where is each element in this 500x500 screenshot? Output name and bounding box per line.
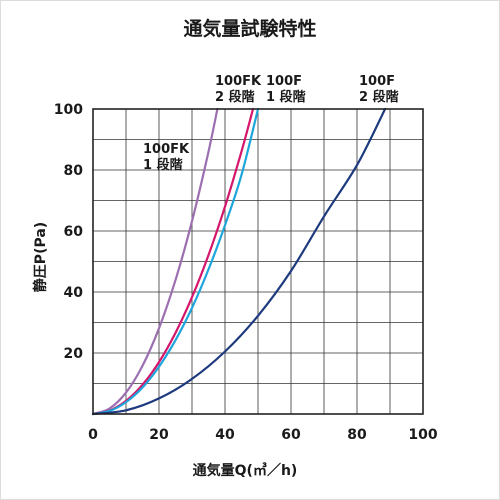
series-line-3 <box>91 107 260 416</box>
chart-title: 通気量試験特性 <box>183 17 316 40</box>
annotation-100f-2-line1: 100F <box>359 74 395 89</box>
x-tick-label: 100 <box>408 427 437 443</box>
annotation-100fk-1-line1: 100FK <box>143 142 190 157</box>
annotation-100f-1: 100F 1 段階 <box>266 74 306 105</box>
annotation-100fk-2-line2: 2 段階 <box>215 89 255 105</box>
x-tick-label: 40 <box>215 427 235 443</box>
y-tick-label: 100 <box>54 102 83 118</box>
plot-border <box>92 108 424 415</box>
series-line-1 <box>91 107 219 416</box>
x-tick-label: 20 <box>149 427 169 443</box>
annotation-100fk-2-line1: 100FK <box>215 74 262 89</box>
y-tick-label: 40 <box>64 285 84 301</box>
x-tick-label: 0 <box>88 427 98 443</box>
annotation-100fk-2: 100FK 2 段階 <box>215 74 262 105</box>
y-tick-label: 20 <box>64 346 84 362</box>
annotation-100f-1-line1: 100F <box>266 74 302 89</box>
series-lines <box>91 107 387 416</box>
x-tick-labels: 0 20 40 60 80 100 <box>88 427 438 443</box>
x-tick-label: 80 <box>347 427 367 443</box>
annotation-100f-1-line2: 1 段階 <box>266 89 306 105</box>
y-axis-label: 静圧P(Pa) <box>32 222 49 292</box>
annotation-100fk-1-line2: 1 段階 <box>143 157 183 173</box>
y-tick-label: 60 <box>64 224 84 240</box>
x-axis-label: 通気量Q(㎥／h) <box>193 462 298 479</box>
y-tick-labels: 20 40 60 80 100 <box>54 102 83 362</box>
x-tick-label: 60 <box>281 427 301 443</box>
annotation-100f-2: 100F 2 段階 <box>359 74 399 105</box>
annotation-100f-2-line2: 2 段階 <box>359 89 399 105</box>
series-line-4 <box>91 107 387 416</box>
y-tick-label: 80 <box>64 163 84 179</box>
annotation-100fk-1: 100FK 1 段階 <box>143 142 190 173</box>
